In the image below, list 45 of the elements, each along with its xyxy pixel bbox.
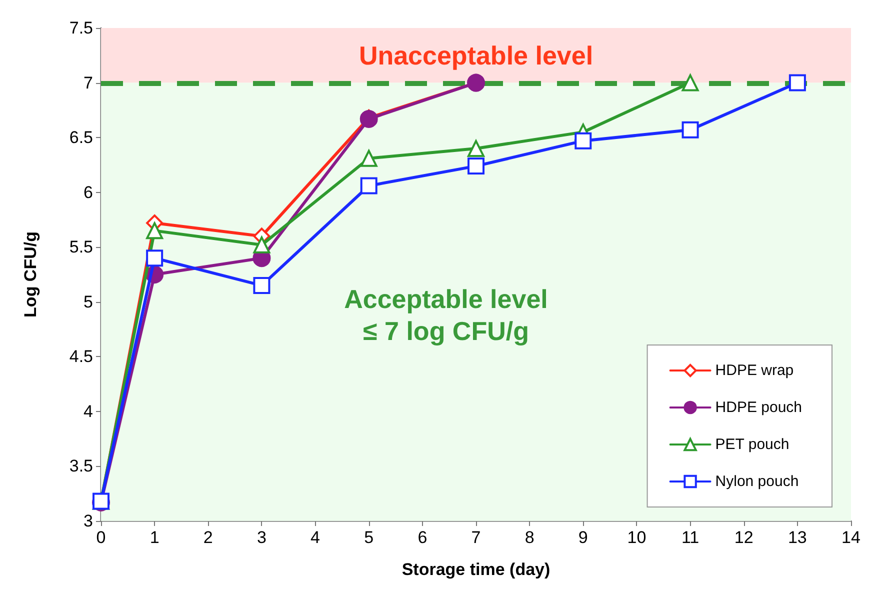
- point: [468, 140, 484, 158]
- legend-label: PET pouch: [715, 436, 790, 453]
- x-tick-label: 6: [418, 528, 428, 547]
- point: [574, 132, 592, 150]
- point: [360, 150, 378, 167]
- point: [146, 250, 164, 267]
- y-tick-label: 6: [84, 182, 93, 202]
- legend-label: Nylon pouch: [715, 473, 799, 490]
- x-tick-label: 1: [150, 528, 160, 547]
- x-tick-label: 7: [471, 528, 481, 547]
- x-tick-label: 0: [96, 528, 106, 547]
- y-tick-label: 3.5: [69, 456, 93, 476]
- point: [788, 74, 806, 92]
- x-tick-label: 11: [681, 528, 700, 547]
- x-tick-label: 3: [256, 528, 266, 547]
- x-tick-label: 4: [310, 528, 320, 547]
- y-tick-label: 4.5: [69, 347, 93, 366]
- y-tick-label: 5.5: [69, 238, 93, 257]
- point: [682, 74, 699, 92]
- x-tick-label: 2: [203, 528, 213, 547]
- point: [360, 177, 378, 194]
- y-tick-label: 4: [84, 402, 93, 421]
- x-tick-label: 5: [364, 528, 374, 547]
- y-tick-label: 3: [84, 512, 93, 530]
- y-tick-label: 6.5: [69, 128, 93, 148]
- point: [468, 158, 484, 175]
- legend-label: HDPE pouch: [715, 399, 802, 416]
- legend-label: HDPE wrap: [715, 362, 794, 379]
- x-tick-label: 9: [578, 528, 588, 547]
- y-axis-title: Log CFU/g: [21, 232, 40, 318]
- x-tick-label: 14: [842, 528, 860, 547]
- x-tick-label: 8: [524, 528, 534, 547]
- x-tick-label: 13: [788, 528, 807, 547]
- y-tick-label: 5: [84, 292, 93, 312]
- x-axis-title: Storage time (day): [402, 560, 550, 579]
- y-tick-label: 7: [84, 73, 93, 92]
- point: [253, 236, 270, 254]
- band-label: Acceptable level ≤ 7 log CFU/g: [344, 284, 548, 346]
- y-tick-label: 7.5: [69, 18, 93, 38]
- x-tick-label: 12: [734, 528, 754, 547]
- point: [253, 276, 270, 294]
- x-tick-label: 10: [627, 528, 646, 547]
- point: [682, 121, 699, 138]
- band-label: Unacceptable level: [358, 40, 594, 70]
- point: [146, 222, 164, 240]
